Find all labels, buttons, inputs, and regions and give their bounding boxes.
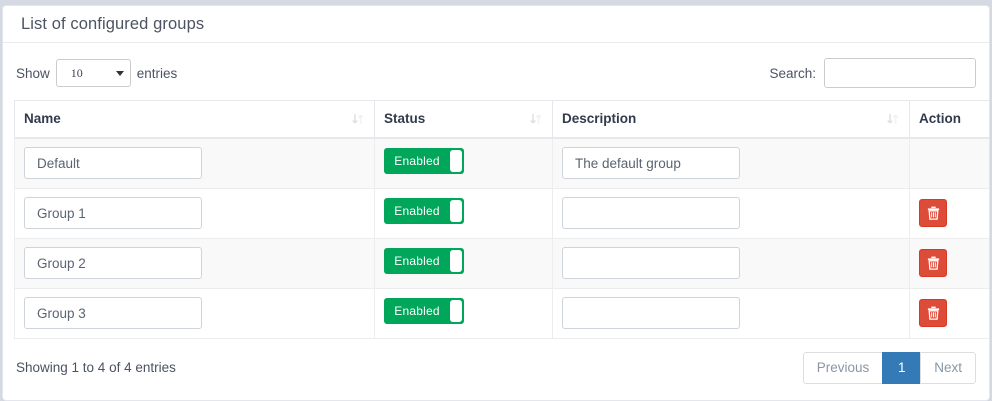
group-description-input[interactable]: [562, 297, 740, 329]
table-row: Enabled: [14, 138, 989, 189]
cell-name: [14, 188, 375, 239]
cell-description: [552, 188, 910, 239]
column-header-description-label: Description: [562, 111, 637, 126]
column-header-name[interactable]: Name: [14, 100, 375, 139]
column-header-status[interactable]: Status: [374, 100, 553, 139]
table-row: Enabled: [14, 238, 989, 289]
table-row: Enabled: [14, 288, 989, 339]
groups-card: List of configured groups Show 10 entrie…: [2, 5, 990, 401]
table-body: Enabled Enabled Enabled Enabled: [14, 138, 989, 339]
status-toggle[interactable]: Enabled: [384, 197, 464, 224]
group-name-input[interactable]: [24, 197, 202, 229]
page-title: List of configured groups: [21, 14, 205, 33]
page-length-select[interactable]: 10: [55, 59, 131, 87]
cell-action: [909, 188, 989, 239]
status-toggle-knob: [450, 299, 462, 322]
table-header: Name Status: [14, 100, 989, 139]
status-toggle[interactable]: Enabled: [384, 247, 464, 274]
table-header-row: Name Status: [14, 100, 989, 139]
search-control: Search:: [769, 58, 976, 88]
pagination: Previous 1 Next: [802, 351, 976, 384]
status-toggle-knob: [450, 249, 462, 272]
cell-description: [552, 138, 910, 189]
status-toggle-knob: [450, 149, 462, 172]
card-body: Show 10 entries Search:: [3, 43, 989, 384]
trash-icon: [927, 206, 939, 220]
status-toggle-label: Enabled: [394, 153, 440, 168]
cell-status: Enabled: [374, 138, 553, 189]
group-name-input[interactable]: [24, 147, 202, 180]
status-toggle-label: Enabled: [394, 203, 440, 218]
cell-action: [909, 288, 989, 339]
sort-both-icon: [529, 112, 543, 126]
delete-group-button[interactable]: [919, 299, 947, 327]
status-toggle-label: Enabled: [394, 303, 440, 318]
pagination-page-1[interactable]: 1: [882, 351, 921, 384]
entries-label: entries: [136, 65, 178, 81]
table-row: Enabled: [14, 188, 989, 239]
table-footer: Showing 1 to 4 of 4 entries Previous 1 N…: [14, 339, 978, 384]
cell-description: [552, 238, 910, 289]
group-name-input[interactable]: [24, 247, 202, 279]
datatable-controls: Show 10 entries Search:: [14, 55, 978, 91]
delete-group-button[interactable]: [919, 199, 947, 227]
cell-status: Enabled: [374, 238, 553, 289]
card-header: List of configured groups: [3, 6, 989, 43]
cell-status: Enabled: [374, 188, 553, 239]
show-label: Show: [16, 65, 50, 81]
pagination-next[interactable]: Next: [920, 351, 976, 384]
group-name-input[interactable]: [24, 297, 202, 329]
status-toggle-knob: [450, 199, 462, 222]
cell-name: [14, 238, 375, 289]
column-header-status-label: Status: [384, 111, 426, 126]
group-description-input[interactable]: [562, 147, 740, 180]
group-description-input[interactable]: [562, 247, 740, 279]
sort-both-icon: [886, 112, 900, 126]
column-header-name-label: Name: [24, 111, 61, 126]
trash-icon: [927, 256, 939, 270]
search-input[interactable]: [824, 58, 976, 88]
cell-action: [909, 238, 989, 289]
trash-icon: [927, 306, 939, 320]
status-toggle[interactable]: Enabled: [384, 147, 464, 174]
page-length-select-wrap: 10: [55, 59, 131, 87]
group-description-input[interactable]: [562, 197, 740, 229]
cell-action: [909, 138, 989, 189]
groups-table: Name Status: [14, 100, 989, 339]
column-header-action: Action: [909, 100, 989, 139]
cell-status: Enabled: [374, 288, 553, 339]
status-toggle-label: Enabled: [394, 253, 440, 268]
cell-name: [14, 288, 375, 339]
cell-name: [14, 138, 375, 189]
search-label: Search:: [769, 65, 816, 81]
entries-info: Showing 1 to 4 of 4 entries: [16, 360, 176, 375]
column-header-action-label: Action: [919, 111, 961, 126]
column-header-description[interactable]: Description: [552, 100, 910, 139]
sort-both-icon: [351, 112, 365, 126]
cell-description: [552, 288, 910, 339]
status-toggle[interactable]: Enabled: [384, 297, 464, 324]
page-length-control: Show 10 entries: [16, 59, 177, 87]
delete-group-button[interactable]: [919, 249, 947, 277]
pagination-previous[interactable]: Previous: [802, 351, 883, 384]
